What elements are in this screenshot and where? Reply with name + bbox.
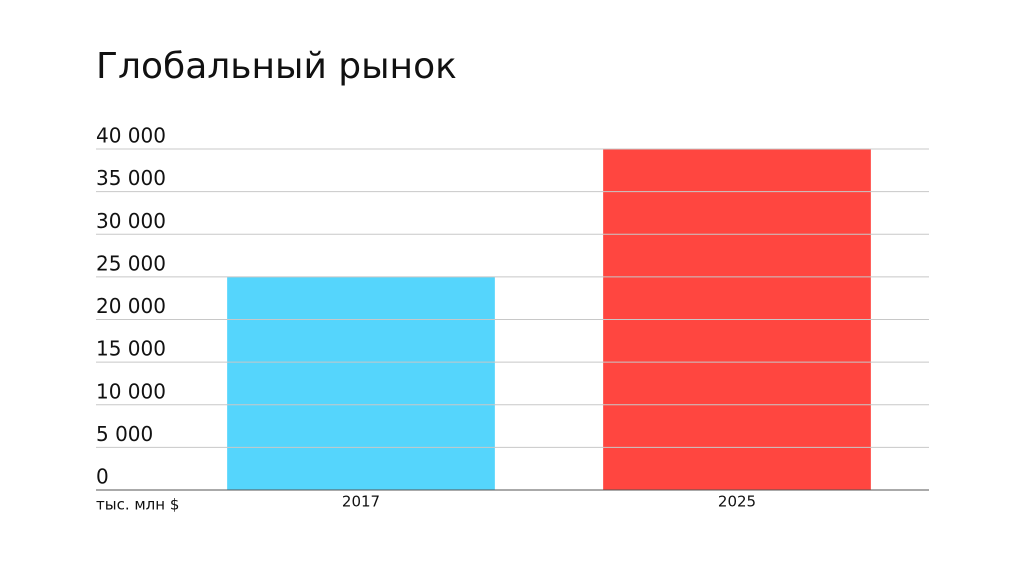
y-tick-label: 25 000 [96,251,166,275]
y-tick-label: 10 000 [96,379,166,403]
y-tick-label: 0 [96,465,109,489]
y-tick-label: 40 000 [96,124,166,148]
y-tick-label: 30 000 [96,209,166,233]
x-tick-label: 2025 [718,493,756,511]
x-tick-label: 2017 [342,493,380,511]
y-axis-label: тыс. млн $ [96,496,179,514]
y-tick-label: 35 000 [96,166,166,190]
y-tick-label: 15 000 [96,337,166,361]
bar [227,276,495,490]
chart-title: Глобальный рынок [96,46,457,87]
y-tick-label: 5 000 [96,422,153,446]
y-tick-label: 20 000 [96,294,166,318]
